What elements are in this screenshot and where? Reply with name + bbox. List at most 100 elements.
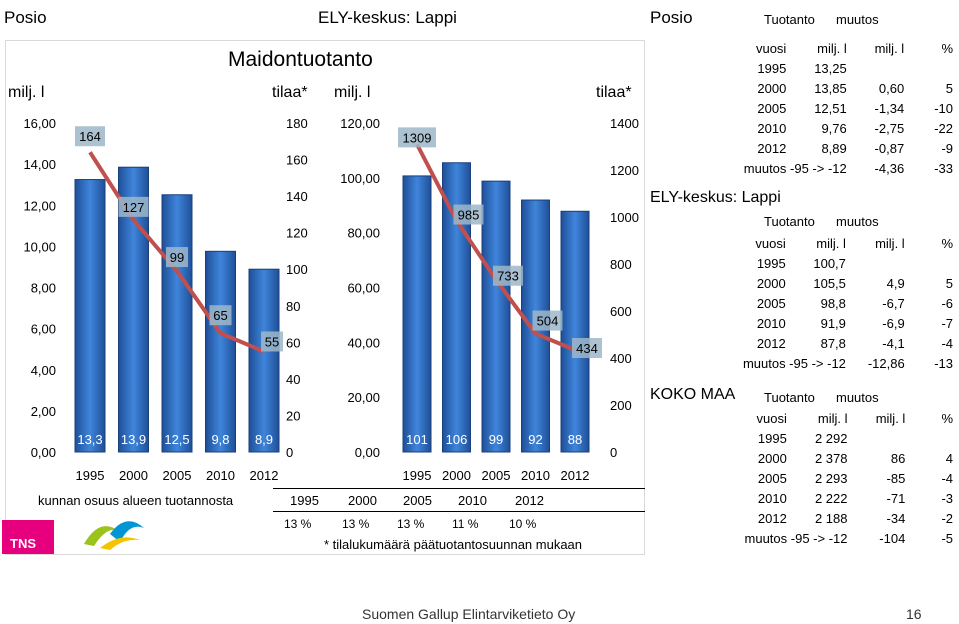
table-cell: 9,76 [821,120,847,136]
table-cell: -22 [934,120,953,136]
table-cell: -12,86 [867,355,905,371]
ely-line-label: 1309 [403,130,432,145]
ely-line-label-bg [453,204,484,225]
ely-y2tick: 1400 [610,116,639,131]
table-cell: 2005 [756,295,786,311]
table-cell: 2010 [757,490,787,506]
table-cell: 2 378 [814,450,848,466]
posio-y2tick: 0 [286,445,293,460]
table-cell: 1995 [757,60,787,76]
posio-bar [161,194,193,453]
table-cell: 13,85 [814,80,847,96]
table-cell: milj. l [875,235,905,251]
posio-xtick: 1995 [76,468,105,483]
table-row: muutos -95 -> -12 -4,36 -33 [700,158,956,178]
table-cell: 5 [945,80,953,96]
posio-line-label: 65 [213,308,227,323]
table-cell: 1995 [757,430,787,446]
table-cell: 2000 [756,275,786,291]
footnote: * tilalukumäärä päätuotantosuunnan mukaa… [324,537,583,552]
ely-logo-icon [84,521,144,550]
posio-xtick: 2000 [119,468,148,483]
posio-y2tick: 180 [286,116,308,131]
table-row: 2000 105,5 4,9 5 [700,273,956,293]
table-cell: -13 [934,355,953,371]
table-cell: milj. l [817,410,848,426]
ely-xtick: 2010 [521,468,550,483]
share-value: 10 % [509,517,537,531]
ely-ytick: 120,00 [340,116,380,131]
table-cell: % [941,235,953,251]
share-value: 13 % [397,517,425,531]
table-cell: muutos -95 -> -12 [744,530,848,546]
posio-y2tick: 60 [286,335,300,350]
table-cell: vuosi [755,235,786,251]
posio-y2tick: 20 [286,408,300,423]
table-cell: -2,75 [874,120,905,136]
posio-line-label-bg [118,196,149,217]
koko-col1: Tuotanto [764,390,815,405]
ely-y2tick: 800 [610,257,632,272]
ely-y2tick: 400 [610,351,632,366]
table-cell: -1,34 [874,100,905,116]
share-year: 1995 [290,493,319,508]
table-cell: -2 [941,510,953,526]
table-cell: 87,8 [820,335,846,351]
table-cell: -33 [934,160,953,176]
table-row: 2005 98,8 -6,7 -6 [700,293,956,313]
posio-xtick: 2012 [250,468,279,483]
table-cell: 2005 [757,470,787,486]
ely-ytick: 40,00 [347,335,380,350]
table-cell: 0,60 [878,80,905,96]
table-cell [907,58,956,78]
share-label: kunnan osuus alueen tuotannosta [38,493,234,508]
ely-ytick: 20,00 [347,390,380,405]
share-divider [273,511,645,512]
table-cell: 8,89 [821,140,847,156]
posio-y2tick: 140 [286,189,308,204]
table-row: 2012 87,8 -4,1 -4 [700,333,956,353]
ely-col2: muutos [836,214,879,229]
chart-title: Maidontuotanto [228,48,373,71]
ely-line-label-bg [493,265,523,286]
share-value: 11 % [452,517,479,531]
table-cell: 1995 [756,255,786,271]
table-row: 2000 2 378 86 4 [700,448,956,468]
posio-ytick: 6,00 [31,322,56,337]
table-head-row: vuosi milj. l milj. l% [700,408,956,428]
table-cell: 2012 [757,510,787,526]
table-cell: milj. l [875,410,906,426]
ely-xtick: 1995 [403,468,432,483]
share-year: 2000 [348,493,377,508]
posio-ytick: 16,00 [23,116,56,131]
table-row: 2000 13,85 0,60 5 [700,78,956,98]
table-cell: 2000 [757,450,787,466]
ely-bar-label: 99 [489,432,503,447]
ely-bar-label: 88 [568,432,582,447]
chart-ely: 0,00 20,00 40,00 60,00 80,00 100,00 120,00 0 200… [340,116,639,483]
table-cell [908,253,956,273]
table-cell: milj. l [817,40,847,56]
ely-line-label: 985 [458,208,480,223]
table-cell: 4,9 [886,275,905,291]
ely-bar [560,210,590,453]
posio-y2tick: 40 [286,372,300,387]
left-tilaa-label: tilaa* [272,84,308,101]
table-posio: vuosi milj. l milj. l% 1995 13,25 2000 13,85 0,… [700,38,956,178]
table-row: muutos -95 -> -12 -12,86 -13 [700,353,956,373]
table-cell: milj. l [874,40,905,56]
ely-y2tick: 200 [610,398,632,413]
chart-posio: 0,00 2,00 4,00 6,00 8,00 10,00 12,00 14,00 16,00… [23,116,307,483]
chart-panel [5,40,645,555]
table-cell: -9 [941,140,953,156]
posio-line-label-bg [75,126,105,147]
ely-line-label-bg [398,127,436,148]
table-cell: muutos -95 -> -12 [742,355,846,371]
left-title: Posio [4,8,47,27]
table-cell: -6,9 [882,315,905,331]
table-row: 1995 100,7 [700,253,956,273]
table-cell: 12,51 [814,100,847,116]
table-cell [850,58,907,78]
posio-line-label: 164 [79,129,101,144]
share-divider-top [273,488,645,489]
